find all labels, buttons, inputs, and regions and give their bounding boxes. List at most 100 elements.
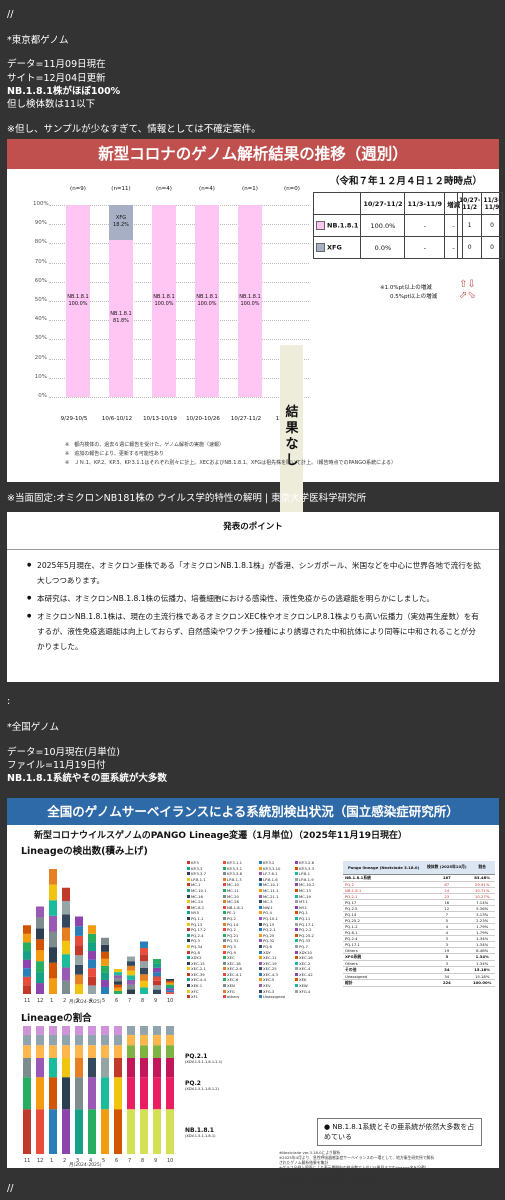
ratio-bar-segment <box>114 1026 122 1035</box>
legend-item: PQ.31 <box>223 938 259 944</box>
ratio-bar-segment <box>88 1077 96 1110</box>
x-axis-label-2: 月(2024-2025) <box>69 1163 102 1168</box>
ratio-bar-segment <box>62 1034 70 1046</box>
cell: - <box>404 236 446 259</box>
footnote-line: ※Nextclade ver.3.18.0により解析 <box>279 1150 341 1155</box>
legend-item: MC.16 <box>187 894 223 900</box>
count-bar-segment <box>153 985 161 990</box>
legend-item: XEC.6 <box>223 977 259 983</box>
tokyo-line-1: データ=11月09日現在 <box>7 59 106 70</box>
change-arrow-icons: ⇧⇩ ⬀⬂ <box>459 279 476 301</box>
legend-item: KP.3.3.10 <box>259 866 295 872</box>
count-bar-segment <box>101 958 109 966</box>
ratio-bar-segment <box>36 1045 44 1058</box>
ratio-bar-segment <box>140 1109 148 1154</box>
legend-item: MC.11.1 <box>259 888 295 894</box>
footnote-line: ※グラフ凡例上図面により表示期間中の検出数で上位125番目までのlineage名… <box>279 1165 433 1170</box>
x-tick-label: 9/29-10/5 <box>60 416 88 422</box>
count-bar-segment <box>75 926 83 936</box>
legend-item: Unassigned <box>259 994 295 1000</box>
legend-item: XEC.2.6 <box>223 966 259 972</box>
count-bar-segment <box>166 982 174 985</box>
ratio-bar-segment <box>49 1034 57 1046</box>
legend-item: XEW <box>295 983 331 989</box>
points-title: 発表のポイント <box>223 522 283 532</box>
row-lineage: NB.1.8.1 <box>327 221 359 230</box>
ratio-bar-segment <box>36 1034 44 1046</box>
legend-item: PQ.15 <box>259 922 295 928</box>
count-bar-segment <box>88 985 96 994</box>
divider <box>7 549 499 550</box>
tokyo-line-3: NB.1.8.1株がほぼ100% <box>7 86 121 97</box>
bar-data-label: NB.1.8.1 100.0% <box>153 294 175 307</box>
legend-item: KP.3.2 <box>259 860 295 866</box>
tokyo-line-2: サイト=12月04日更新 <box>7 73 106 84</box>
y-tick-label: 70% <box>34 258 47 265</box>
table-row: PQ.1.2 4 1.79% <box>343 923 495 930</box>
tokyo-line-4: 但し検体数は11以下 <box>7 99 96 110</box>
count-bar-segment <box>49 962 57 979</box>
month-tick: 6 <box>115 1158 118 1164</box>
legend-item: PQ.21 <box>223 933 259 939</box>
gridline <box>49 320 309 322</box>
legend-item: MC.28 <box>223 899 259 905</box>
no-result-bar: 結果なし <box>280 345 303 553</box>
legend-item: MC.10 <box>223 882 259 888</box>
count-bar-segment <box>153 959 161 964</box>
ratio-bar-segment <box>49 1058 57 1078</box>
ratio-bar-segment <box>36 1058 44 1078</box>
note-3: ※ ＪＮ.1、KP.2、KP.3、KP.3.1.1はそれぞれ別々に計上。XECお… <box>65 460 396 466</box>
legend-item: MC.10.1 <box>259 882 295 888</box>
count-bar-segment <box>49 978 57 994</box>
legend-item: PQ.25 <box>259 933 295 939</box>
cell: 0 <box>456 236 483 259</box>
legend-item: MC.24 <box>187 899 223 905</box>
count-bar-segment <box>49 869 57 885</box>
legend-item: PG.4 <box>259 910 295 916</box>
table-row: PQ.2.1 23 10.27% <box>343 893 495 900</box>
legend-item: PQ.33 <box>295 938 331 944</box>
count-bar-segment <box>101 951 109 959</box>
callout-pq21: PQ.2.1 (XDV.1.5.1.1.8.1.2.1) <box>185 1053 223 1065</box>
legend-item: PE.1 <box>223 910 259 916</box>
y-tick-label: 30% <box>34 335 47 342</box>
legend-item: XEC.39 <box>187 972 223 978</box>
legend-item: PQ.2.1 <box>259 927 295 933</box>
month-tick: 11 <box>24 998 30 1004</box>
ratio-bar-segment <box>75 1026 83 1035</box>
ratio-bar-segment <box>75 1058 83 1078</box>
lineage-legend: KP.3 KP.3.1.1 KP.3.2 KP.3.2.6 KP.3.3 KP.3.3.1… <box>187 860 332 1095</box>
count-bar-segment <box>49 931 57 948</box>
legend-item: KP.3.3.7 <box>187 871 223 877</box>
ratio-bar-segment <box>36 1077 44 1110</box>
th-week-2: 11/3-11/9 <box>404 192 446 215</box>
month-tick: 11 <box>24 1158 30 1164</box>
count-bar-segment <box>36 961 44 973</box>
ratio-bar-segment <box>75 1109 83 1154</box>
count-bar-segment <box>23 951 31 960</box>
count-bar-segment <box>75 964 83 975</box>
ratio-bar-segment <box>153 1026 161 1035</box>
count-bar-segment <box>166 992 174 994</box>
source-link[interactable]: ※当面固定:オミクロンNB181株の ウイルス学的特性の解明 | 東京大学医科学… <box>7 493 367 504</box>
ratio-bar-segment <box>88 1058 96 1078</box>
lineage-count-table: Pango lineage (Nextclade 3.18.0) 検体数 (202… <box>343 861 495 987</box>
table-row: NB.1.8.1 24 10.71% <box>343 887 495 894</box>
legend-item: XEC.11 <box>259 955 295 961</box>
cell: 1 <box>456 214 483 237</box>
month-tick: 5 <box>102 1158 105 1164</box>
y-tick-label: 0% <box>38 393 47 399</box>
legend-item: MC.20 <box>223 894 259 900</box>
ratio-bar-segment <box>62 1077 70 1110</box>
count-bar-segment <box>166 984 174 987</box>
ratio-bar-segment <box>127 1034 135 1046</box>
slide-date: （令和７年１２月４日１２時時点） <box>330 176 483 187</box>
table-row: 総計 224 100.00% <box>343 978 495 987</box>
chart1-title: Lineageの検出数(積み上げ) <box>21 846 148 857</box>
count-bar-segment <box>88 976 96 986</box>
x-axis-label-1: 月(2024-2025) <box>69 1000 102 1005</box>
ratio-bar-segment <box>166 1045 174 1058</box>
ratio-bar-segment <box>127 1077 135 1110</box>
count-bar-segment <box>153 972 161 977</box>
x-tick-label: 10/27-11/2 <box>230 416 262 422</box>
